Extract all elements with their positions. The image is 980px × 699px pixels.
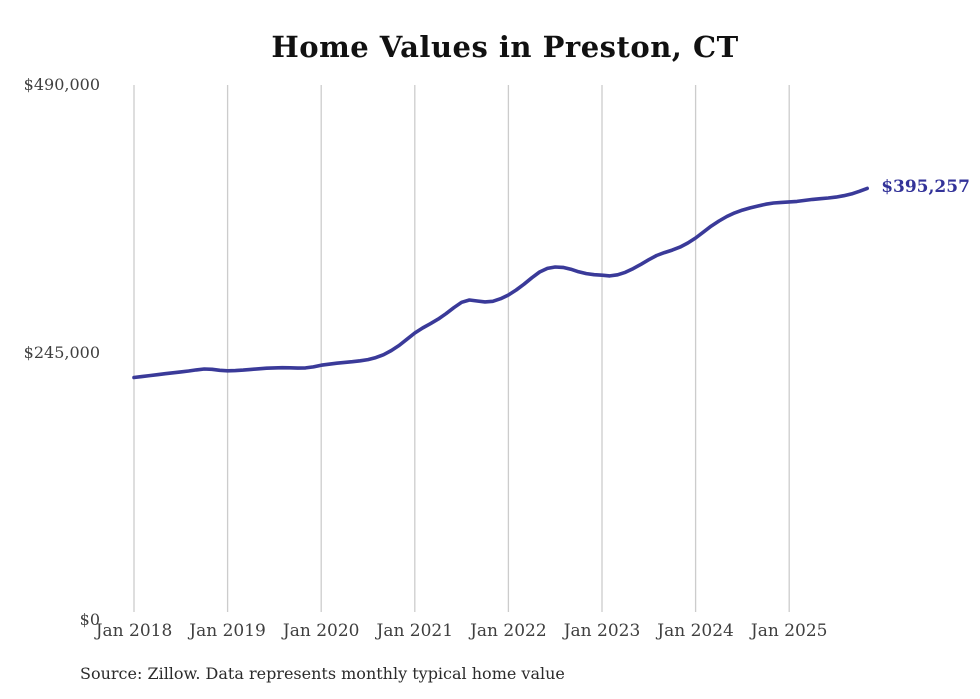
- x-axis-tick-label: Jan 2025: [750, 621, 828, 641]
- gridlines: [133, 85, 790, 612]
- x-axis-tick-label: Jan 2018: [95, 621, 173, 641]
- x-axis-tick-label: Jan 2019: [189, 621, 266, 641]
- x-axis-tick-label: Jan 2023: [563, 621, 641, 641]
- end-value-label: $395,257: [881, 177, 970, 198]
- x-axis-tick-label: Jan 2024: [657, 621, 734, 641]
- x-axis-tick-label: Jan 2021: [376, 621, 454, 641]
- source-note: Source: Zillow. Data represents monthly …: [80, 664, 565, 683]
- y-axis-tick-label: $245,000: [23, 342, 100, 362]
- value-line: [132, 186, 869, 380]
- y-axis-tick-label: $0: [79, 610, 100, 629]
- chart-title: Home Values in Preston, CT: [271, 30, 739, 64]
- y-axis-tick-label: $490,000: [23, 75, 100, 94]
- x-axis-tick-label: Jan 2020: [282, 621, 360, 641]
- x-axis-tick-label: Jan 2022: [470, 621, 547, 641]
